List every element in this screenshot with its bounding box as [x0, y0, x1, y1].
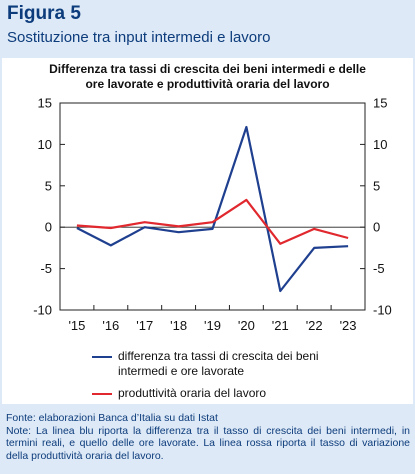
x-tick-label: '16: [102, 318, 119, 333]
legend-swatch-blue: [92, 356, 112, 358]
y-tick-label-left: 5: [45, 178, 52, 193]
chart-title-line2: ore lavorate e produttività oraria del l…: [85, 77, 330, 91]
line-chart: 15 15 10 10 5 5 0 0 -5 -5 -10 -10 '15 '16 '17 '18 '19 '20…: [33, 96, 392, 334]
legend-label-blue-line1: differenza tra tassi di crescita dei ben…: [118, 349, 319, 363]
x-tick-label: '18: [170, 318, 187, 333]
x-tick-label: '22: [306, 318, 323, 333]
x-tick-label: '21: [272, 318, 289, 333]
y-tick-label-left: -5: [40, 261, 52, 276]
y-tick-label-left: 0: [45, 220, 52, 235]
legend-item-blue: differenza tra tassi di crescita dei ben…: [92, 349, 319, 379]
x-tick-label: '17: [136, 318, 153, 333]
figure-label: Figura 5: [7, 3, 81, 24]
legend-item-red: produttività oraria del lavoro: [92, 386, 266, 401]
y-tick-label-left: 15: [38, 96, 52, 111]
chart-panel: Differenza tra tassi di crescita dei ben…: [2, 58, 413, 404]
y-tick-label-left: 10: [38, 137, 52, 152]
y-tick-label-right: 10: [373, 137, 387, 152]
explanatory-note: Note: La linea blu riporta la differenza…: [6, 424, 410, 462]
plot-frame: [59, 102, 366, 311]
y-tick-label-right: -5: [373, 261, 385, 276]
legend-swatch-red: [92, 393, 112, 395]
x-tick-label: '15: [68, 318, 85, 333]
x-tick-label: '23: [340, 318, 357, 333]
legend-label-blue: differenza tra tassi di crescita dei ben…: [118, 349, 319, 379]
y-tick-label-right: 5: [373, 178, 380, 193]
y-tick-label-right: 15: [373, 96, 387, 111]
y-tick-label-right: 0: [373, 220, 380, 235]
series-line-0: [76, 125, 349, 293]
x-tick-label: '19: [204, 318, 221, 333]
y-tick-label-left: -10: [33, 303, 52, 318]
y-tick-label-right: -10: [373, 303, 392, 318]
x-tick-label: '20: [238, 318, 255, 333]
series-line-1: [76, 198, 349, 245]
chart-title-line1: Differenza tra tassi di crescita dei ben…: [49, 62, 366, 76]
figure-subtitle: Sostituzione tra input intermedi e lavor…: [7, 29, 271, 46]
legend-label-red: produttività oraria del lavoro: [118, 386, 267, 400]
notes-block: Fonte: elaborazioni Banca d’Italia su da…: [6, 412, 410, 462]
legend-label-blue-line2: intermedi e ore lavorate: [118, 364, 245, 378]
source-note: Fonte: elaborazioni Banca d’Italia su da…: [6, 412, 218, 424]
